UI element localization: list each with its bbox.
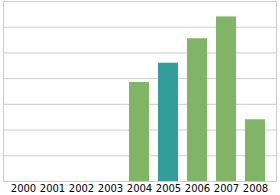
svg-text:2008: 2008: [243, 183, 268, 194]
svg-text:2006: 2006: [185, 183, 210, 194]
svg-text:2005: 2005: [156, 183, 181, 194]
svg-text:2003: 2003: [98, 183, 123, 194]
svg-text:2001: 2001: [40, 183, 65, 194]
svg-text:2007: 2007: [214, 183, 239, 194]
svg-text:2000: 2000: [11, 183, 36, 194]
svg-text:2004: 2004: [127, 183, 152, 194]
svg-text:2002: 2002: [69, 183, 94, 194]
